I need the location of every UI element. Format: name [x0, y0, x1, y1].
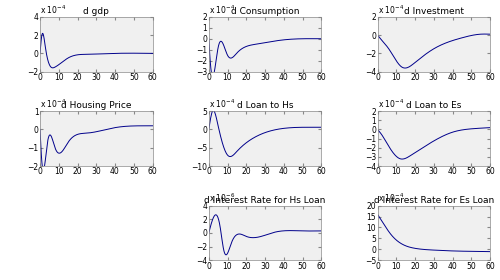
Title: d Housing Price: d Housing Price — [61, 101, 132, 110]
Text: x 10$^{-4}$: x 10$^{-4}$ — [209, 3, 235, 16]
Title: d Investment: d Investment — [404, 7, 464, 16]
Title: d Consumption: d Consumption — [231, 7, 299, 16]
Title: d Loan to Es: d Loan to Es — [406, 101, 462, 110]
Title: d gdp: d gdp — [84, 7, 109, 16]
Text: x 10$^{-4}$: x 10$^{-4}$ — [378, 192, 404, 204]
Text: x 10$^{-4}$: x 10$^{-4}$ — [378, 98, 404, 110]
Text: x 10$^{-4}$: x 10$^{-4}$ — [40, 98, 66, 110]
Title: d Interest Rate for Es Loan: d Interest Rate for Es Loan — [374, 196, 494, 205]
Text: x 10$^{-4}$: x 10$^{-4}$ — [378, 3, 404, 16]
Text: x 10$^{-4}$: x 10$^{-4}$ — [40, 3, 66, 16]
Text: x 10$^{-4}$: x 10$^{-4}$ — [209, 98, 235, 110]
Text: x 10$^{-6}$: x 10$^{-6}$ — [209, 192, 235, 204]
Title: d Loan to Hs: d Loan to Hs — [237, 101, 293, 110]
Title: d Interest Rate for Hs Loan: d Interest Rate for Hs Loan — [204, 196, 326, 205]
